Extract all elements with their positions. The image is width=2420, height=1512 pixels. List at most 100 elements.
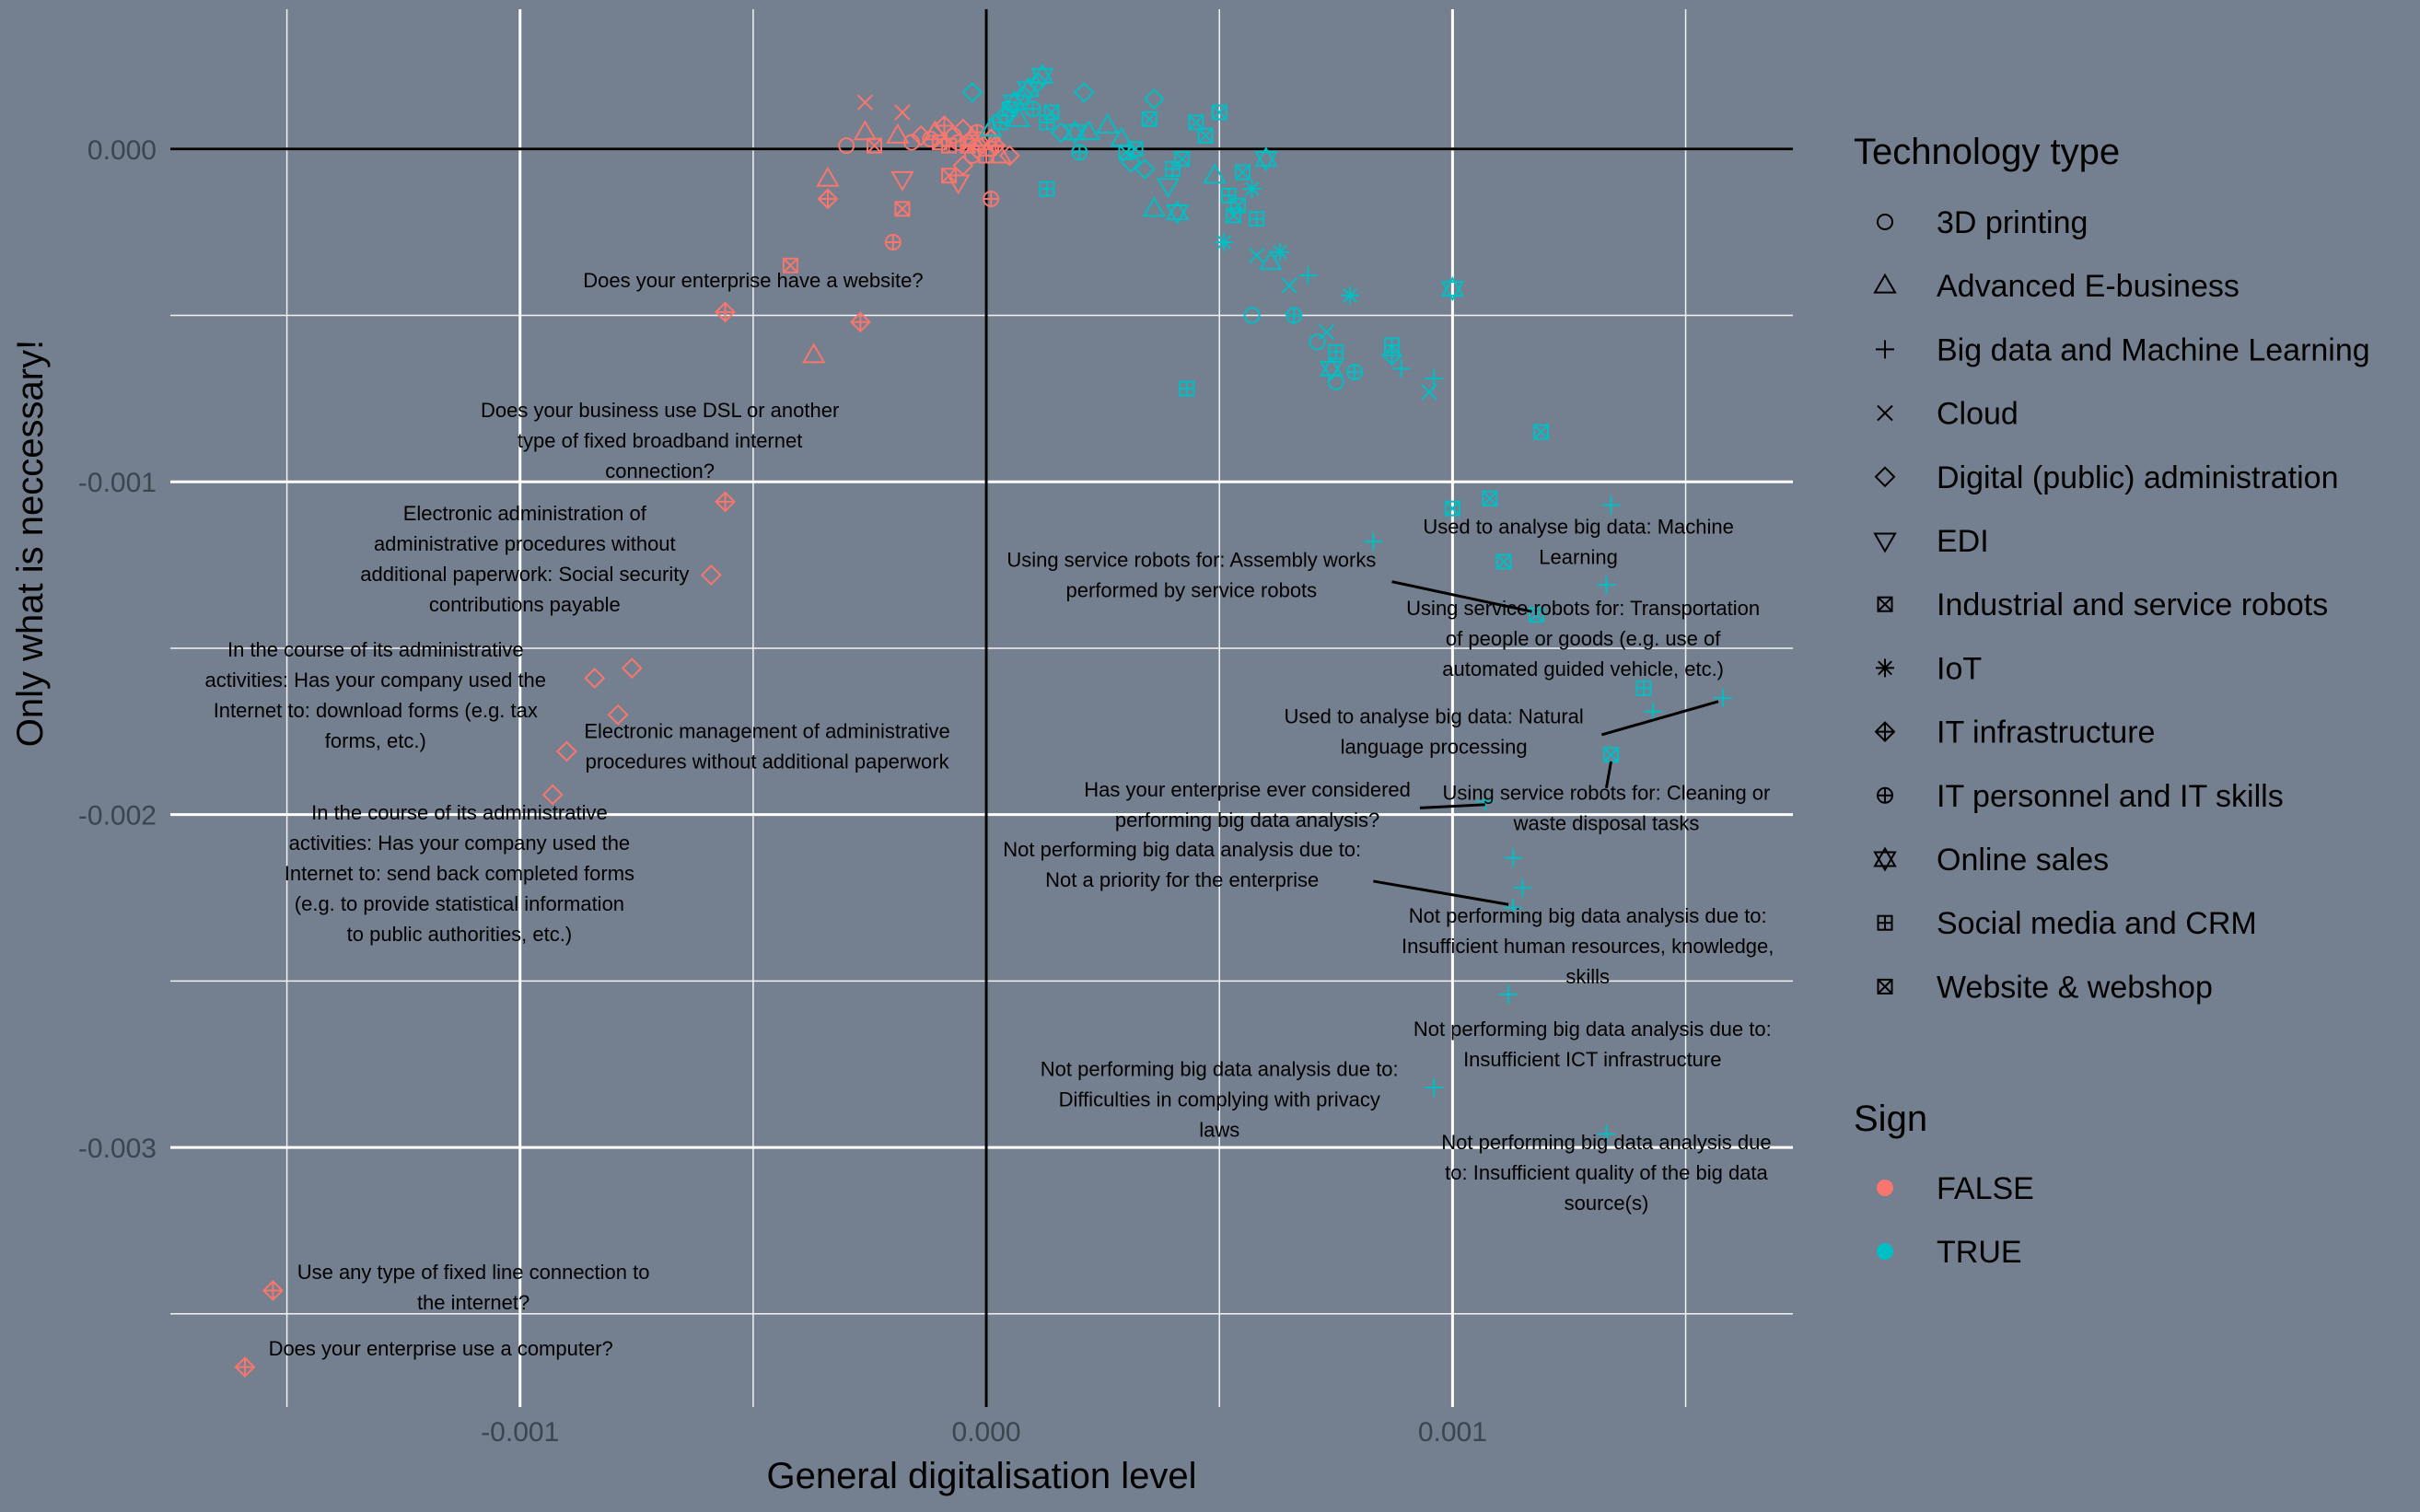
x-tick-label: -0.001	[481, 1417, 559, 1448]
data-point-true	[1243, 307, 1261, 324]
annotation-label: Using service robots for: Assembly works…	[1006, 548, 1376, 601]
legend-title-technology: Technology type	[1854, 132, 2120, 172]
legend-label: TRUE	[1937, 1235, 2022, 1270]
data-point-false	[934, 115, 955, 136]
annotation-line: Not a priority for the enterprise	[1045, 868, 1319, 891]
annotation-line: Learning	[1539, 545, 1618, 568]
annotation-line: activities: Has your company used the	[205, 669, 547, 692]
annotation-label: In the course of its administrative activ…	[205, 638, 547, 752]
annotation-label: Used to analyse big data: Natural languag…	[1284, 704, 1583, 758]
data-point-true	[1318, 323, 1335, 341]
annotation-line: administrative procedures without	[374, 532, 676, 555]
data-point-true	[1249, 247, 1265, 264]
data-point-true	[1235, 164, 1251, 180]
data-point-false	[715, 301, 736, 323]
leader-line	[1604, 761, 1613, 789]
data-point-true	[979, 116, 1003, 137]
data-point-true	[1071, 144, 1088, 161]
x-tick-label: 0.000	[952, 1417, 1021, 1448]
data-point-true	[1309, 333, 1326, 351]
annotation-label: Does your business use DSL or another typ…	[481, 399, 839, 483]
y-tick-label: -0.002	[78, 801, 157, 832]
annotation-line: waste disposal tasks	[1513, 811, 1700, 834]
data-point-true	[1714, 689, 1733, 708]
annotation-line: Internet to: download forms (e.g. tax	[214, 699, 538, 722]
data-point-true	[1425, 369, 1444, 389]
annotation-line: Electronic management of administrative	[584, 720, 949, 743]
legend-label: IoT	[1937, 651, 1982, 686]
data-points	[234, 63, 1733, 1378]
data-point-true	[1203, 163, 1227, 184]
data-point-false	[884, 234, 902, 250]
data-point-true	[1327, 373, 1344, 390]
data-point-true	[1095, 113, 1120, 134]
annotation-line: Using service robots for: Transportation	[1406, 597, 1760, 620]
annotation-label: In the course of its administrative activ…	[285, 801, 634, 946]
annotation-line: In the course of its administrative	[311, 801, 608, 824]
data-point-true	[1006, 106, 1031, 127]
annotation-line: skills	[1565, 965, 1610, 988]
data-point-true	[1013, 85, 1034, 107]
annotation-line: performing big data analysis?	[1115, 808, 1379, 832]
data-point-true	[1197, 127, 1214, 144]
data-point-true	[1027, 72, 1049, 93]
data-point-true	[1533, 424, 1550, 440]
annotation-line: source(s)	[1565, 1192, 1649, 1215]
data-point-false	[931, 134, 948, 151]
annotation-line: Used to analyse big data: Machine	[1423, 515, 1734, 538]
y-tick-label: -0.003	[78, 1134, 157, 1164]
data-point-true	[1188, 114, 1204, 131]
data-point-true	[994, 105, 1016, 127]
annotation-line: type of fixed broadband internet	[518, 429, 802, 452]
annotation-line: language processing	[1341, 735, 1528, 758]
data-point-true	[1644, 702, 1663, 721]
data-point-true	[1063, 120, 1087, 145]
data-point-true	[1499, 984, 1518, 1004]
annotation-label: Does your enterprise use a computer?	[269, 1337, 613, 1360]
data-point-false	[234, 1356, 256, 1378]
data-point-true	[1220, 187, 1237, 204]
data-point-false	[853, 120, 878, 141]
data-point-true	[1142, 196, 1167, 217]
annotation-line: Internet to: send back completed forms	[285, 862, 634, 885]
annotation-line: Does your business use DSL or another	[481, 399, 839, 422]
annotation-line: Does your enterprise have a website?	[583, 269, 923, 292]
annotation-label: Not performing big data analysis due to:…	[1402, 904, 1774, 988]
data-point-false	[998, 145, 1020, 167]
data-point-false	[890, 170, 914, 192]
data-point-false	[867, 137, 883, 154]
annotation-line: Does your enterprise use a computer?	[269, 1337, 613, 1360]
annotation-label: Not performing big data analysis due to:…	[1003, 838, 1361, 891]
data-point-true	[1229, 197, 1246, 214]
data-point-false	[541, 784, 564, 806]
annotation-line: Use any type of fixed line connection to	[297, 1261, 650, 1284]
annotation-line: to: Insufficient quality of the big data	[1445, 1161, 1768, 1184]
data-point-false	[856, 94, 874, 110]
data-point-true	[1425, 1078, 1444, 1098]
annotation-label: Not performing big data analysis due to:…	[1414, 1018, 1772, 1071]
data-point-false	[949, 134, 967, 151]
legend-key-square-cross	[1877, 596, 1893, 612]
leader-line	[1373, 879, 1509, 906]
data-point-true	[1073, 81, 1095, 103]
annotation-label: Electronic management of administrative p…	[584, 720, 949, 773]
axis-ticks: -0.001 0.000 0.001 0.000 -0.001 -0.002 -0.003	[78, 135, 1487, 1448]
annotation-label: Not performing big data analysis due to: …	[1441, 1131, 1771, 1215]
x-tick-label: 0.001	[1418, 1417, 1487, 1448]
data-point-true	[1211, 104, 1227, 121]
data-point-false	[621, 657, 643, 680]
legend-label: EDI	[1937, 524, 1989, 559]
y-tick-label: -0.001	[78, 468, 157, 498]
data-point-true	[1635, 680, 1652, 696]
data-point-true	[1475, 792, 1495, 811]
legend-key-plus	[1876, 340, 1894, 359]
annotation-label: Using service robots for: Transportation…	[1406, 597, 1760, 680]
data-point-true	[1179, 380, 1195, 397]
data-point-true	[1024, 100, 1041, 118]
data-point-false	[817, 188, 839, 210]
y-tick-label: 0.000	[87, 135, 157, 166]
x-axis-title: General digitalisation level	[767, 1456, 1197, 1496]
annotation-line: activities: Has your company used the	[289, 832, 631, 855]
legend-color-swatch	[1877, 1180, 1893, 1196]
